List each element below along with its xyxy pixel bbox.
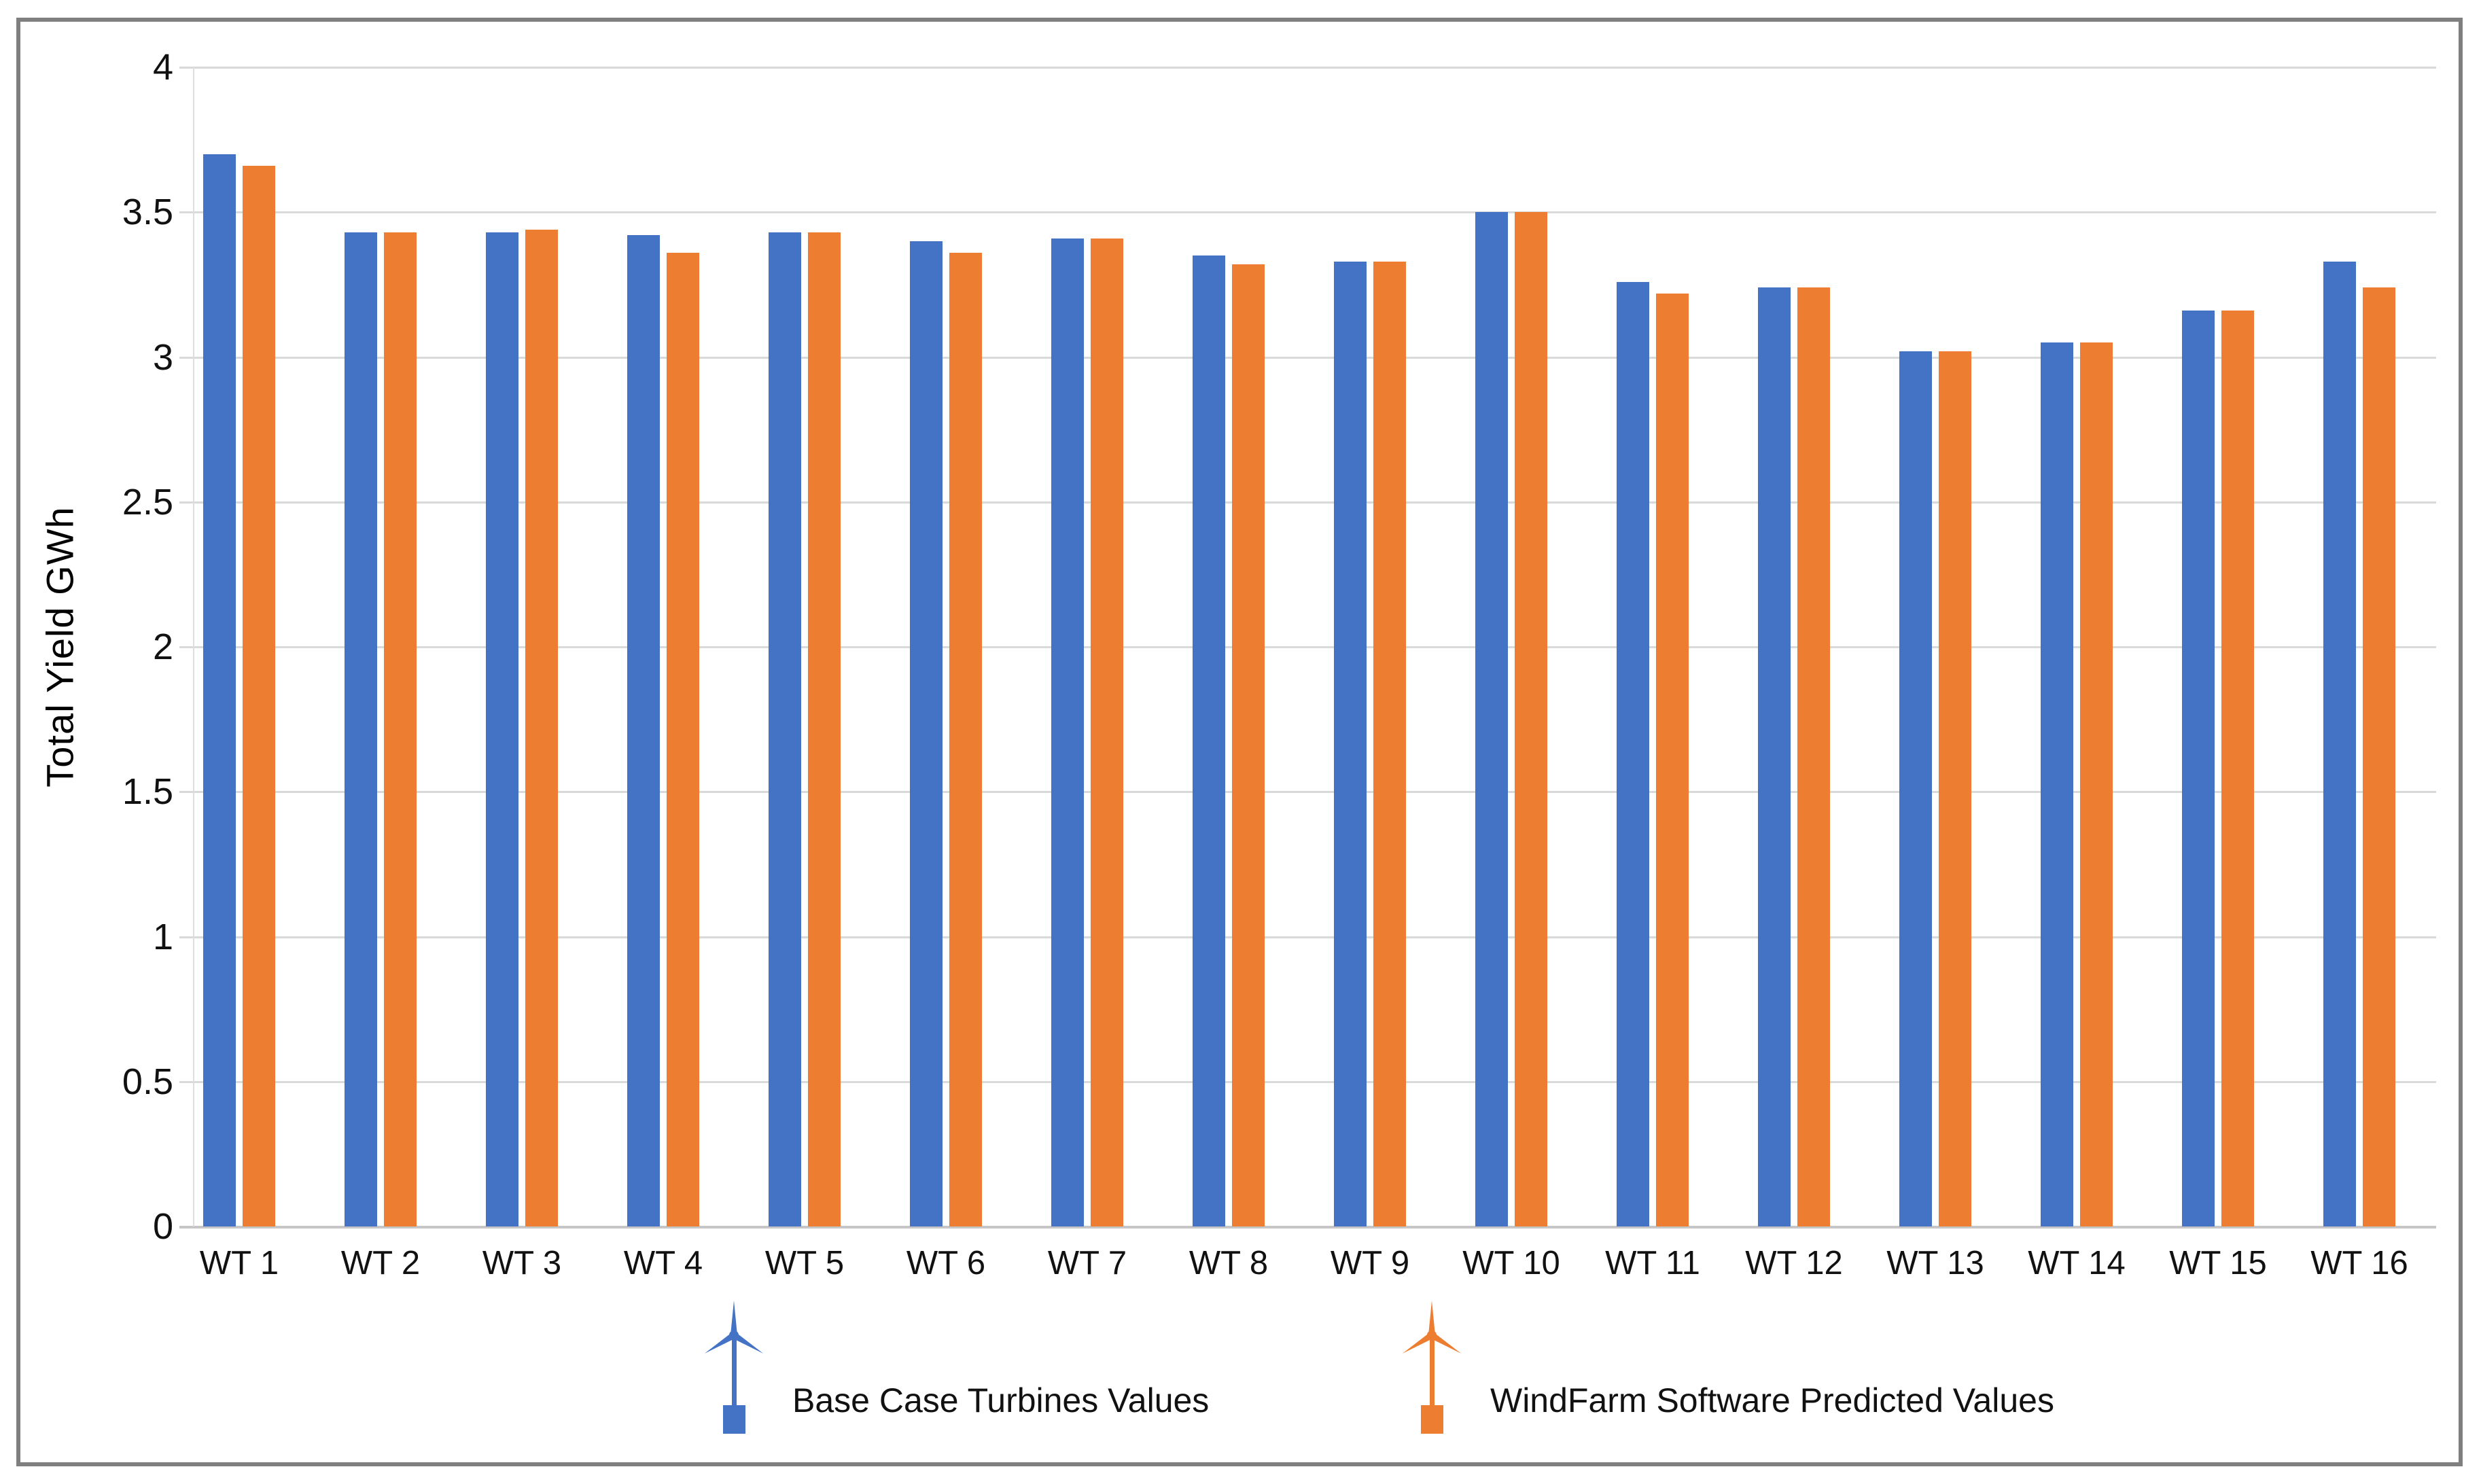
gridline-4: [179, 67, 2436, 69]
bar-wt12-base-case: [1758, 287, 1791, 1226]
x-tick-label-wt1: WT 1: [199, 1245, 279, 1282]
bar-wt15-base-case: [2182, 311, 2215, 1226]
bar-wt9-base-case: [1334, 262, 1367, 1226]
y-tick-label-2: 2: [152, 626, 173, 667]
bar-wt1-base-case: [203, 154, 236, 1226]
y-tick-label-1: 1: [152, 916, 173, 957]
y-tick-label-2.5: 2.5: [122, 481, 173, 523]
legend-item-base-case: Base Case Turbines Values: [693, 1299, 1209, 1435]
legend-label: Base Case Turbines Values: [792, 1381, 1210, 1419]
bar-wt2-base-case: [345, 232, 377, 1226]
y-tick-label-0: 0: [152, 1206, 173, 1247]
bar-wt16-base-case: [2323, 262, 2356, 1226]
bar-wt5-predicted: [808, 232, 841, 1226]
x-axis-baseline: [179, 1226, 2436, 1229]
x-tick-label-wt12: WT 12: [1745, 1245, 1843, 1282]
legend-item-predicted: WindFarm Software Predicted Values: [1391, 1299, 2054, 1435]
bar-wt13-predicted: [1939, 351, 1971, 1226]
x-tick-label-wt15: WT 15: [2169, 1245, 2267, 1282]
bar-wt14-predicted: [2080, 342, 2113, 1226]
x-tick-label-wt7: WT 7: [1047, 1245, 1127, 1282]
bar-wt2-predicted: [384, 232, 417, 1226]
x-tick-label-wt4: WT 4: [623, 1245, 703, 1282]
bar-wt16-predicted: [2363, 287, 2395, 1226]
bar-wt7-base-case: [1051, 238, 1084, 1226]
bar-wt14-base-case: [2041, 342, 2073, 1226]
gridline-1.5: [179, 791, 2436, 794]
x-tick-label-wt10: WT 10: [1462, 1245, 1560, 1282]
x-tick-label-wt14: WT 14: [2028, 1245, 2126, 1282]
chart-frame: Total Yield GWh 0 0.5 1 1.5 2 2.5 3 3.5 4 WT 1 WT…: [16, 18, 2463, 1466]
x-tick-label-wt5: WT 5: [764, 1245, 845, 1282]
x-tick-label-wt6: WT 6: [906, 1245, 986, 1282]
x-tick-label-wt11: WT 11: [1605, 1245, 1700, 1282]
bar-wt7-predicted: [1091, 238, 1123, 1226]
y-tick-label-4: 4: [152, 47, 173, 88]
bar-wt12-predicted: [1797, 287, 1830, 1226]
bar-wt13-base-case: [1899, 351, 1932, 1226]
bar-wt1-predicted: [243, 166, 275, 1226]
bar-wt9-predicted: [1373, 262, 1406, 1226]
x-tick-label-wt9: WT 9: [1330, 1245, 1410, 1282]
y-axis-line: [193, 67, 194, 1226]
bar-wt4-predicted: [667, 253, 699, 1226]
bar-wt6-predicted: [949, 253, 982, 1226]
y-tick-label-0.5: 0.5: [122, 1061, 173, 1102]
bar-wt8-predicted: [1232, 264, 1265, 1226]
wind-turbine-icon: [1402, 1301, 1462, 1434]
plot-area: [179, 67, 2436, 1229]
wind-turbine-icon: [704, 1301, 764, 1434]
x-tick-label-wt13: WT 13: [1886, 1245, 1984, 1282]
x-tick-label-wt3: WT 3: [482, 1245, 562, 1282]
bar-wt3-base-case: [486, 232, 518, 1226]
gridline-2: [179, 646, 2436, 648]
bar-wt3-predicted: [525, 230, 558, 1226]
gridline-0.5: [179, 1080, 2436, 1083]
gridline-3: [179, 356, 2436, 359]
bar-wt10-predicted: [1515, 212, 1547, 1226]
bar-wt5-base-case: [769, 232, 801, 1226]
bar-wt10-base-case: [1475, 212, 1508, 1226]
x-tick-label-wt2: WT 2: [340, 1245, 421, 1282]
bar-wt8-base-case: [1193, 255, 1225, 1226]
x-tick-label-wt8: WT 8: [1189, 1245, 1269, 1282]
y-tick-label-3: 3: [152, 336, 173, 378]
y-tick-label-1.5: 1.5: [122, 771, 173, 813]
bar-wt11-predicted: [1656, 294, 1689, 1226]
gridline-3.5: [179, 211, 2436, 214]
legend-label: WindFarm Software Predicted Values: [1490, 1381, 2054, 1419]
gridline-1: [179, 936, 2436, 938]
y-tick-label-3.5: 3.5: [122, 192, 173, 233]
bar-wt11-base-case: [1617, 282, 1649, 1226]
gridline-2.5: [179, 501, 2436, 504]
bar-wt15-predicted: [2221, 311, 2254, 1226]
x-tick-label-wt16: WT 16: [2310, 1245, 2408, 1282]
bar-wt6-base-case: [910, 241, 943, 1226]
bar-wt4-base-case: [627, 235, 660, 1226]
